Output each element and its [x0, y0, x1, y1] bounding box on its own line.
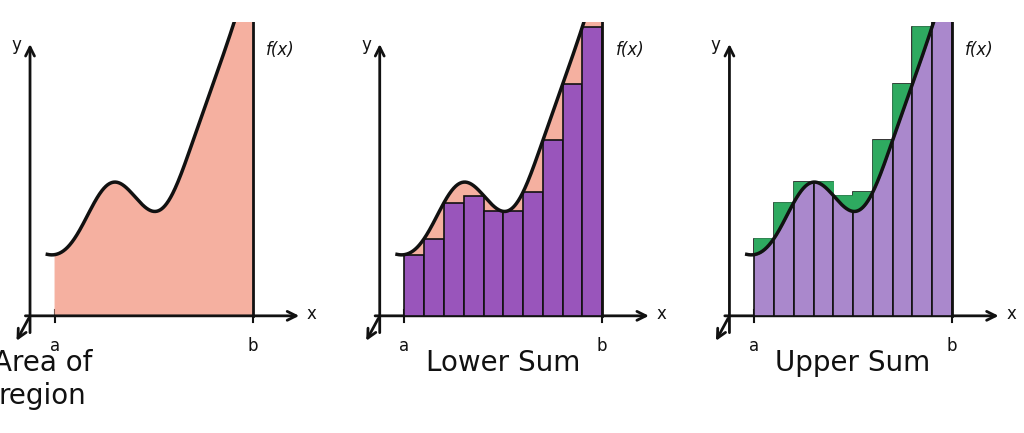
Bar	[543, 140, 562, 316]
Text: b: b	[597, 337, 607, 355]
Bar	[562, 84, 583, 316]
Bar	[932, 0, 952, 316]
Text: y: y	[11, 36, 22, 54]
Text: x: x	[1007, 305, 1016, 323]
Text: a: a	[750, 337, 759, 355]
Text: Lower Sum: Lower Sum	[426, 349, 581, 377]
Text: y: y	[711, 36, 721, 54]
Bar	[504, 211, 523, 316]
Text: y: y	[361, 36, 371, 54]
Text: a: a	[50, 337, 59, 355]
Text: x: x	[307, 305, 316, 323]
Bar	[834, 196, 853, 316]
Bar	[813, 182, 834, 316]
Text: b: b	[947, 337, 957, 355]
Bar	[872, 140, 893, 316]
Bar	[794, 182, 813, 316]
Bar	[754, 239, 774, 316]
Bar	[483, 211, 504, 316]
Bar	[893, 84, 912, 316]
Text: x: x	[656, 305, 667, 323]
Text: f(x): f(x)	[966, 41, 994, 59]
Bar	[912, 26, 932, 316]
Text: b: b	[247, 337, 258, 355]
Text: Upper Sum: Upper Sum	[775, 349, 931, 377]
Bar	[583, 26, 602, 316]
Bar	[464, 196, 483, 316]
Text: f(x): f(x)	[266, 41, 295, 59]
Bar	[424, 239, 444, 316]
Bar	[444, 203, 464, 316]
Text: a: a	[399, 337, 410, 355]
Bar	[523, 192, 543, 316]
Text: f(x): f(x)	[615, 41, 644, 59]
Bar	[404, 255, 424, 316]
Bar	[853, 192, 872, 316]
Bar	[774, 203, 794, 316]
Text: Area of
region: Area of region	[0, 349, 92, 410]
